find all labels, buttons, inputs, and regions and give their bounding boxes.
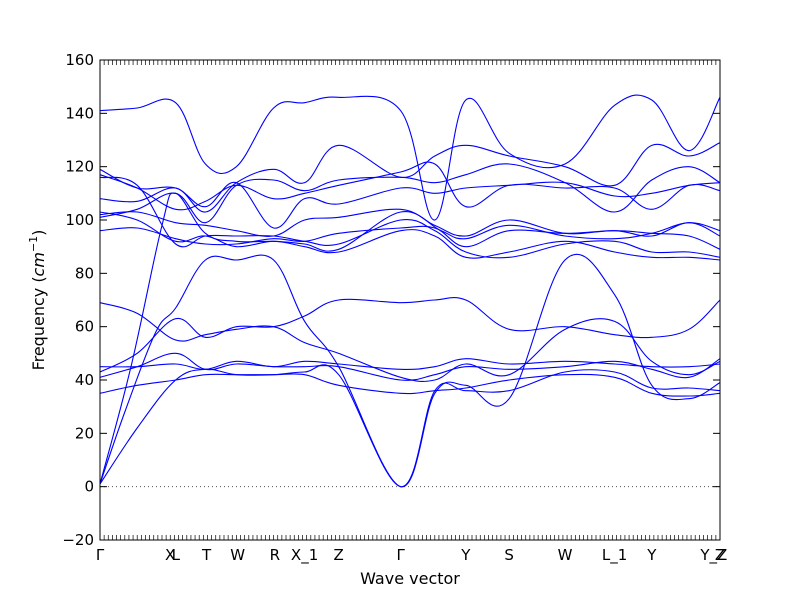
x-tick-label: T xyxy=(201,546,212,564)
band-line-12 xyxy=(99,208,721,237)
y-tick-label: 80 xyxy=(75,264,94,282)
x-tick-label: Y xyxy=(646,546,657,564)
x-tick-label: Γ xyxy=(397,546,406,564)
y-axis-label: Frequency (cm−1) xyxy=(27,230,48,371)
band-line-7 xyxy=(99,302,721,383)
band-line-16 xyxy=(99,142,721,213)
x-tick-label: Z xyxy=(334,546,344,564)
x-tick-label: X xyxy=(165,546,175,564)
band-line-5 xyxy=(99,358,721,370)
y-tick-label: 120 xyxy=(65,158,94,176)
band-line-10 xyxy=(99,211,721,261)
band-line-8 xyxy=(99,297,721,373)
band-line-3 xyxy=(99,364,721,488)
x-tick-label: L xyxy=(172,546,181,564)
y-tick-label: −20 xyxy=(62,531,94,549)
y-tick-label: 160 xyxy=(65,51,94,69)
plot-area xyxy=(99,94,721,488)
y-tick-label: 100 xyxy=(65,211,94,229)
x-tick-label: W xyxy=(230,546,245,564)
band-line-4 xyxy=(99,373,721,397)
x-tick-label: Z xyxy=(715,546,725,564)
x-tick-label: W xyxy=(558,546,573,564)
y-tick-label: 140 xyxy=(65,104,94,122)
band-line-6 xyxy=(99,352,721,381)
band-line-17 xyxy=(99,94,721,221)
x-tick-label: X_1 xyxy=(291,546,318,565)
x-tick-label: S xyxy=(504,546,514,564)
x-tick-label: Γ xyxy=(96,546,105,564)
x-tick-label: Y xyxy=(460,546,471,564)
band-line-9 xyxy=(99,176,721,259)
y-tick-label: 60 xyxy=(75,318,94,336)
x-tick-label: R xyxy=(270,546,280,564)
band-line-11 xyxy=(99,225,721,250)
band-line-15 xyxy=(99,161,721,211)
x-axis-label: Wave vector xyxy=(360,569,460,588)
y-tick-label: 0 xyxy=(84,478,94,496)
x-tick-label: Y_Z xyxy=(699,546,727,565)
y-tick-label: 20 xyxy=(75,424,94,442)
y-tick-label: 40 xyxy=(75,371,94,389)
x-tick-label: L_1 xyxy=(602,546,627,565)
